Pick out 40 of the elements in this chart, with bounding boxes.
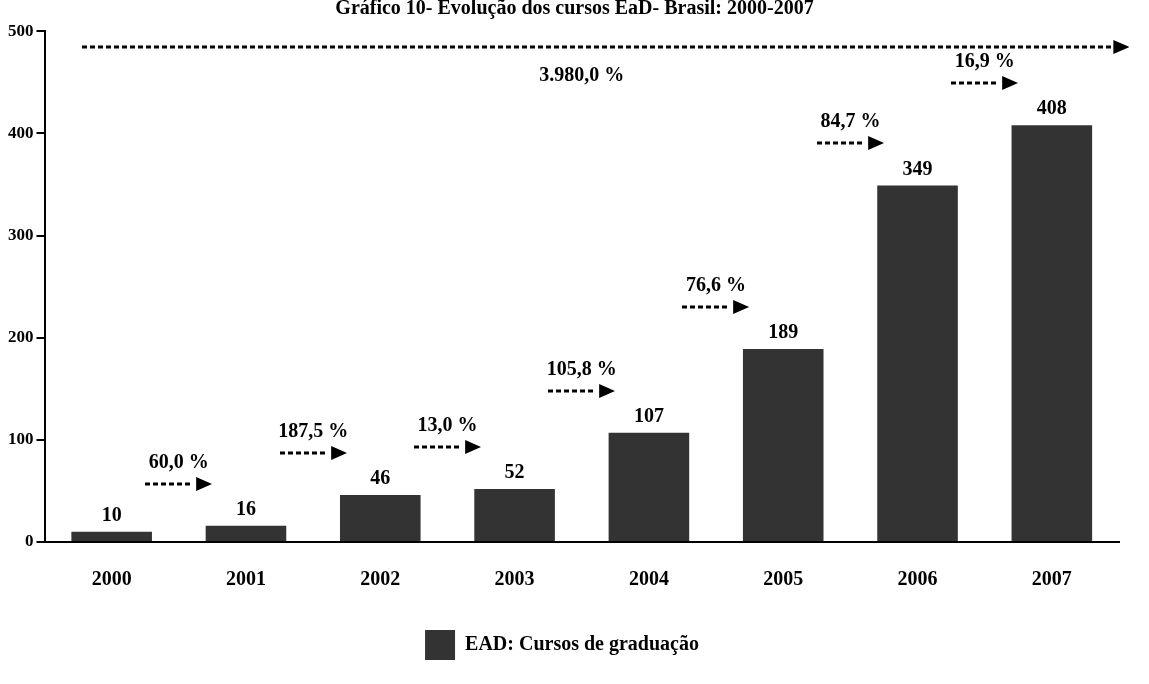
annotation: 16,9 % [953,49,1016,73]
annotation: 84,7 % [819,109,882,133]
annotation: 76,6 % [685,272,748,296]
data-label: 52 [504,460,525,483]
y-tick-label: 200 [8,327,34,347]
x-tick-label: 2000 [91,567,132,590]
x-tick-label: 2006 [897,567,938,590]
annotation: 13,0 % [416,412,479,436]
data-label: 16 [235,496,256,519]
annotation: 3.980,0 % [538,63,626,87]
annotation: 187,5 % [277,419,350,442]
bar [1011,125,1093,541]
y-tick-label: 100 [8,429,34,449]
data-label: 46 [370,466,391,489]
legend-label: EAD: Cursos de graduação [465,632,699,656]
bar [339,495,421,541]
data-label: 10 [101,502,122,525]
y-tick-label: 0 [25,531,34,551]
bar [877,185,958,541]
bar [474,488,555,541]
data-label: 349 [902,156,933,179]
x-tick-label: 2005 [763,567,804,590]
x-tick-label: 2007 [1031,567,1072,590]
y-tick-label: 300 [8,224,34,244]
y-tick-label: 400 [8,122,34,142]
x-tick-label: 2004 [628,567,669,590]
x-tick-label: 2002 [360,567,401,590]
annotation: 105,8 % [545,356,618,380]
bar [205,525,287,541]
bar [742,348,824,541]
bar [71,531,152,541]
x-tick-label: 2003 [494,567,535,590]
bar [608,432,690,541]
annotation: 60,0 % [147,449,210,473]
y-tick-label: 500 [8,20,34,40]
x-tick-label: 2001 [225,567,266,590]
chart-title: Gráfico 10- Evolução dos cursos EaD- Brasil: 2000-2007 [334,0,815,18]
data-label: 408 [1036,96,1067,119]
data-label: 189 [768,320,799,343]
data-label: 107 [633,403,664,426]
